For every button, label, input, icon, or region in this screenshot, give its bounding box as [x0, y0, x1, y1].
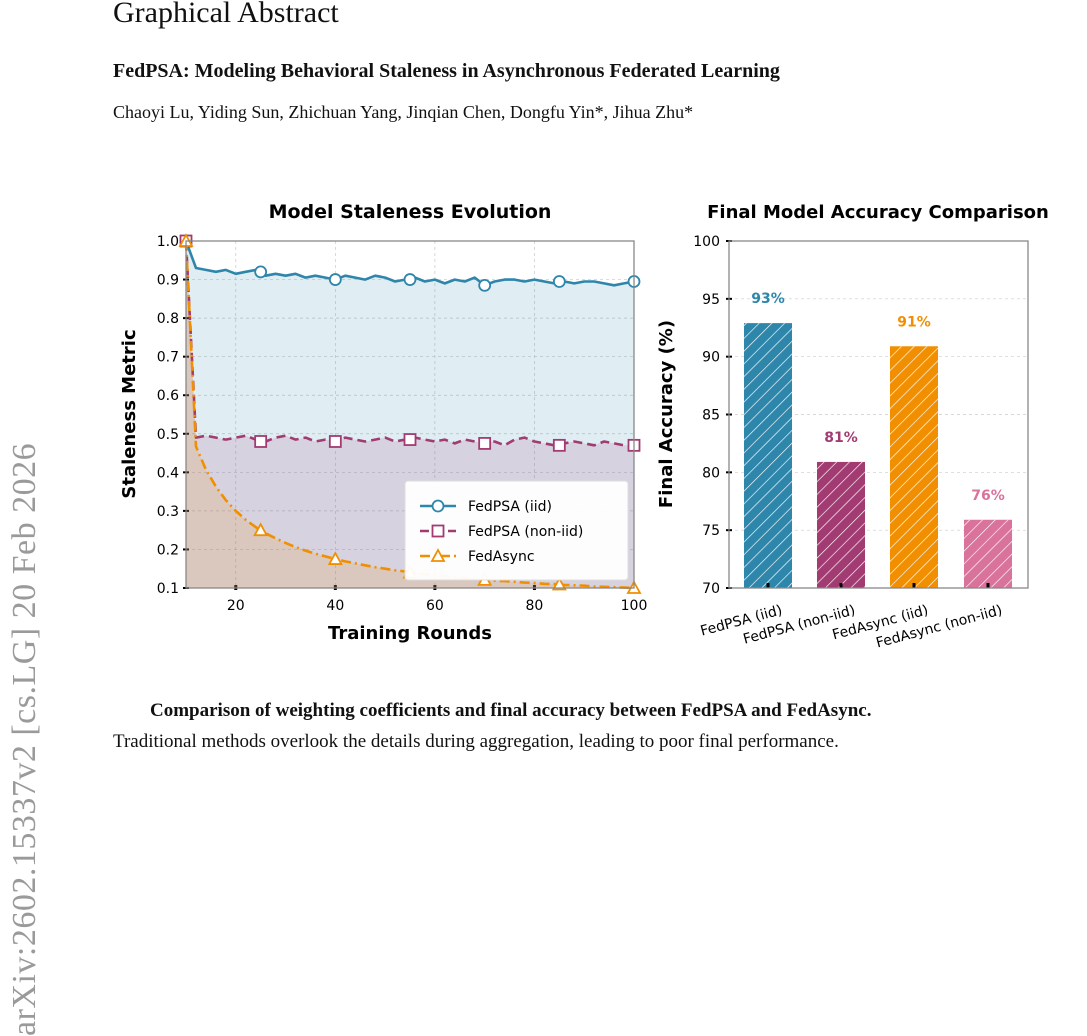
- y-tick-label: 95: [702, 292, 720, 308]
- bar-hatch: [744, 323, 792, 588]
- y-tick-label: 70: [702, 581, 720, 597]
- circle-marker: [403, 273, 417, 286]
- y-tick-label: 100: [693, 234, 720, 250]
- plot-frame: [728, 240, 1029, 589]
- chart-title: Model Staleness Evolution: [269, 201, 552, 223]
- plot-frame: [185, 240, 635, 589]
- caption-text: Traditional methods overlook the details…: [113, 731, 839, 752]
- x-tick-label: 60: [426, 598, 444, 614]
- staleness-line-chart: Model Staleness Evolution Training Round…: [119, 201, 647, 644]
- triangle-marker: [253, 522, 269, 537]
- legend: FedPSA (iid) FedPSA (non-iid) FedAsync: [404, 480, 629, 581]
- triangle-marker: [551, 576, 567, 591]
- bar-hatch: [964, 519, 1012, 588]
- y-tick-label: 0.8: [157, 311, 179, 327]
- author-list: Chaoyi Lu, Yiding Sun, Zhichuan Yang, Ji…: [113, 102, 694, 122]
- y-tick-label: 0.1: [157, 581, 179, 597]
- circle-marker: [552, 275, 566, 288]
- paper-title: FedPSA: Modeling Behavioral Staleness in…: [113, 60, 780, 82]
- square-marker: [328, 435, 342, 448]
- x-tick-label: 80: [526, 598, 544, 614]
- section-heading: Graphical Abstract: [113, 0, 339, 29]
- square-marker: [552, 438, 566, 452]
- square-marker: [478, 437, 492, 450]
- bar-value-label: 76%: [971, 488, 1005, 504]
- square-marker: [254, 435, 268, 448]
- circle-marker: [431, 499, 445, 513]
- bar-value-label: 93%: [751, 291, 785, 307]
- x-tick-label: 100: [621, 598, 648, 614]
- y-tick-label: 85: [702, 408, 720, 424]
- accuracy-bar-chart: Final Model Accuracy Comparison Final Ac…: [656, 202, 1049, 651]
- y-tick-label: 80: [702, 465, 720, 481]
- y-tick-label: 0.3: [157, 504, 179, 520]
- circle-marker: [478, 278, 492, 292]
- y-axis-label: Staleness Metric: [119, 329, 140, 498]
- y-tick-label: 0.2: [157, 542, 179, 558]
- square-marker: [431, 524, 445, 538]
- x-tick-label: 40: [326, 598, 344, 614]
- triangle-marker: [430, 548, 446, 562]
- circle-marker: [254, 265, 268, 279]
- y-axis-label: Final Accuracy (%): [656, 320, 677, 508]
- legend-box: [404, 480, 629, 581]
- legend-label: FedAsync: [468, 549, 535, 565]
- y-tick-label: 75: [702, 523, 720, 539]
- y-tick-label: 0.7: [157, 350, 179, 366]
- bar-hatch: [890, 346, 938, 588]
- series-fill-2: [186, 241, 634, 588]
- y-tick-label: 90: [702, 350, 720, 366]
- legend-label: FedPSA (non-iid): [468, 524, 583, 540]
- y-tick-label: 0.6: [157, 388, 179, 404]
- y-tick-label: 0.4: [157, 465, 179, 481]
- bar-value-label: 81%: [824, 430, 858, 446]
- y-tick-label: 0.9: [157, 273, 179, 289]
- x-tick-label: 20: [227, 598, 245, 614]
- chart-title: Final Model Accuracy Comparison: [707, 202, 1049, 223]
- circle-marker: [328, 273, 342, 286]
- square-marker: [403, 433, 417, 446]
- bar-value-label: 91%: [897, 314, 931, 330]
- legend-label: FedPSA (iid): [468, 499, 552, 515]
- x-axis-label: Training Rounds: [328, 623, 492, 644]
- y-tick-label: 0.5: [157, 427, 179, 443]
- bar-hatch: [817, 461, 865, 588]
- caption-bold: Comparison of weighting coefficients and…: [150, 700, 872, 721]
- triangle-marker: [327, 551, 343, 565]
- y-tick-label: 1.0: [157, 234, 179, 250]
